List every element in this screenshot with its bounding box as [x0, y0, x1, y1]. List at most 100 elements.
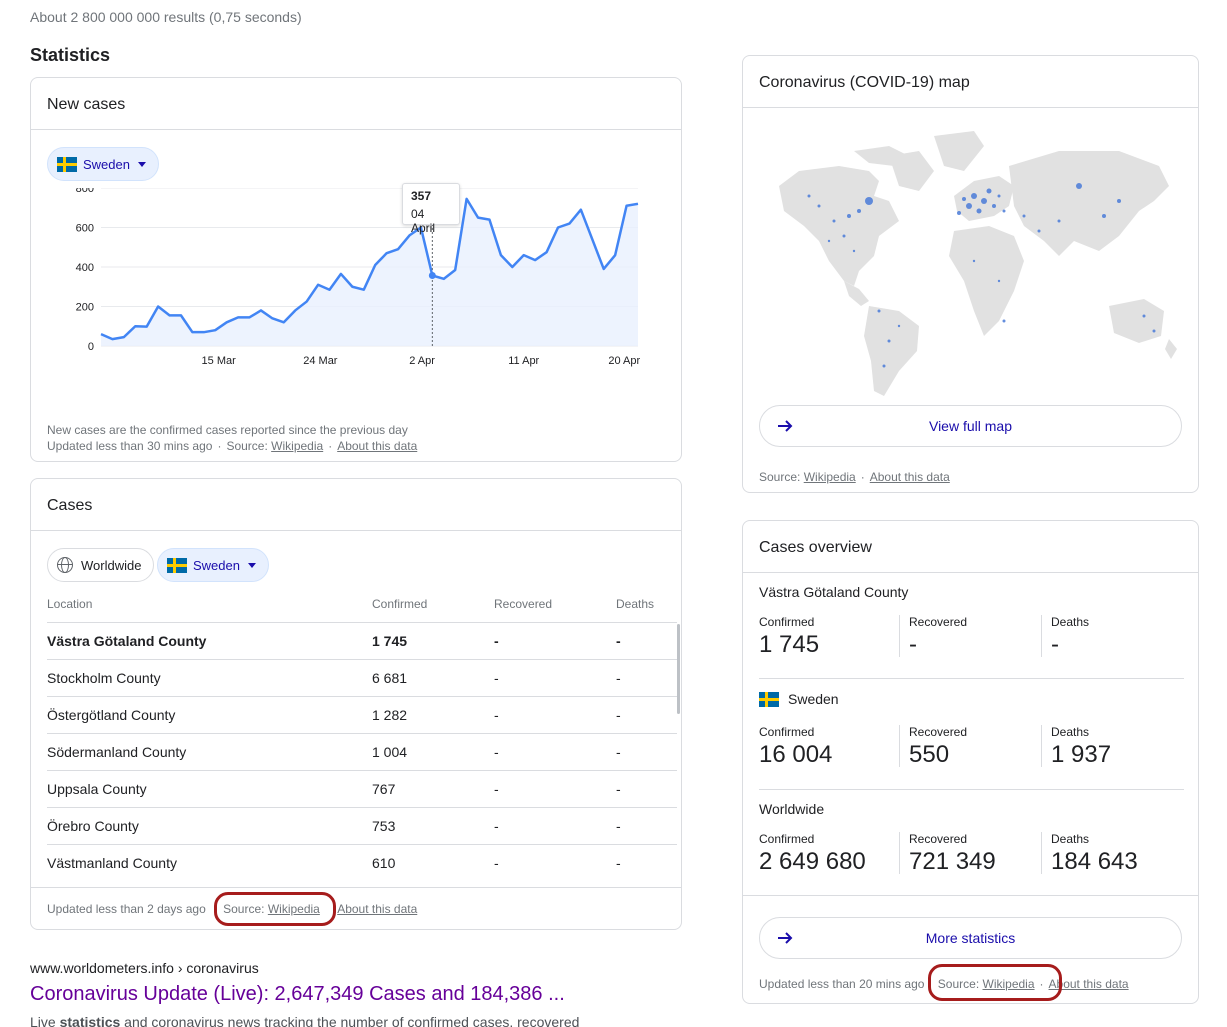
overview-title: Cases overview: [759, 539, 872, 556]
stat-recovered: Recovered -: [909, 615, 967, 659]
region-stats: Confirmed 1 745 Recovered - Deaths -: [759, 615, 1184, 659]
more-statistics-button[interactable]: More statistics: [759, 917, 1182, 959]
column-header[interactable]: Location: [47, 597, 93, 611]
cell-confirmed: 610: [372, 843, 494, 881]
table-scrollbar[interactable]: [677, 624, 680, 714]
cell-deaths: -: [616, 695, 677, 733]
table-row[interactable]: Västmanland County 610 - -: [47, 843, 677, 881]
new-cases-chart[interactable]: 0 200 400 600 800 15 Mar 24 Mar 2 Apr 11 Apr 20 A…: [31, 188, 682, 418]
source-label: Source:: [223, 902, 265, 916]
table-row[interactable]: Östergötland County 1 282 - -: [47, 695, 677, 733]
cell-confirmed: 1 745: [372, 621, 494, 659]
about-data-link[interactable]: About this data: [337, 439, 418, 453]
cases-updated-row: Updated less than 2 days ago Source: Wik…: [47, 902, 417, 916]
updated-text: Updated less than 30 mins ago: [47, 439, 213, 453]
snippet-text: and coronavirus news tracking the number…: [120, 1014, 580, 1027]
result-stats: About 2 800 000 000 results (0,75 second…: [30, 9, 302, 25]
table-row[interactable]: Västra Götaland County 1 745 - -: [47, 621, 677, 659]
table-row[interactable]: Örebro County 753 - -: [47, 806, 677, 844]
new-cases-title: New cases: [47, 96, 126, 113]
sweden-flag-icon: [759, 691, 779, 707]
cell-confirmed: 1 004: [372, 732, 494, 770]
source-wikipedia-link[interactable]: Wikipedia: [267, 902, 320, 916]
divider: [1041, 832, 1042, 874]
world-map[interactable]: [759, 111, 1184, 396]
map-source-row: Source: Wikipedia · About this data: [759, 470, 950, 484]
chip-worldwide[interactable]: Worldwide: [47, 548, 155, 582]
region-stats: Confirmed 2 649 680 Recovered 721 349 Deat…: [759, 832, 1184, 876]
column-header[interactable]: Confirmed: [372, 597, 428, 611]
result-title-link[interactable]: Coronavirus Update (Live): 2,647,349 Cas…: [30, 983, 565, 1005]
cases-title: Cases: [47, 497, 93, 514]
y-tick-label: 200: [76, 302, 94, 314]
about-data-link[interactable]: About this data: [869, 470, 950, 484]
divider: [899, 615, 900, 657]
stat-recovered: Recovered 721 349: [909, 832, 996, 876]
cell-confirmed: 767: [372, 769, 494, 807]
divider: [1041, 615, 1042, 657]
updated-text: Updated less than 2 days ago: [47, 902, 206, 916]
cases-table: Location Confirmed Recovered Deaths Väst…: [47, 597, 677, 881]
x-tick-label: 15 Mar: [202, 355, 237, 367]
arrow-right-icon: [778, 420, 793, 432]
separator: ·: [217, 439, 222, 453]
about-data-link[interactable]: About this data: [1048, 977, 1129, 991]
result-url[interactable]: www.worldometers.info › coronavirus: [30, 960, 259, 976]
stat-label: Deaths: [1051, 832, 1090, 846]
x-tick-label: 2 Apr: [409, 355, 435, 367]
region-name: Västra Götaland County: [759, 584, 909, 600]
country-chip-sweden[interactable]: Sweden: [47, 147, 159, 181]
stat-value: -: [1051, 631, 1059, 658]
cell-recovered: -: [494, 843, 616, 881]
cell-location: Västra Götaland County: [47, 621, 372, 659]
stat-recovered: Recovered 550: [909, 725, 967, 769]
tooltip-date: 04 April: [411, 207, 436, 235]
column-header[interactable]: Deaths: [616, 597, 655, 611]
stat-confirmed: Confirmed 2 649 680: [759, 832, 866, 876]
series-line: [100, 197, 639, 341]
cell-recovered: -: [494, 769, 616, 807]
y-tick-label: 800: [76, 188, 94, 195]
stat-value: 1 745: [759, 631, 820, 658]
cell-deaths: -: [616, 658, 677, 696]
separator: ·: [860, 470, 865, 484]
about-data-link[interactable]: About this data: [337, 902, 418, 916]
new-cases-card: New cases Sweden 0 200 400 600 800 15 Mar 24 M…: [30, 77, 682, 462]
stat-deaths: Deaths -: [1051, 615, 1089, 659]
button-label: View full map: [928, 418, 1012, 434]
table-row[interactable]: Stockholm County 6 681 - -: [47, 658, 677, 696]
cell-deaths: -: [616, 806, 677, 844]
chip-label: Worldwide: [81, 557, 142, 573]
cell-location: Södermanland County: [47, 732, 372, 770]
cell-confirmed: 753: [372, 806, 494, 844]
cell-deaths: -: [616, 843, 677, 881]
source-wikipedia-link[interactable]: Wikipedia: [271, 439, 324, 453]
sweden-flag-icon: [57, 156, 77, 172]
region-name: Sweden: [788, 691, 839, 707]
cell-deaths: -: [616, 769, 677, 807]
stat-label: Recovered: [909, 615, 968, 629]
table-row[interactable]: Uppsala County 767 - -: [47, 769, 677, 807]
stat-value: 550: [909, 741, 950, 768]
divider: [743, 895, 1198, 896]
cell-confirmed: 1 282: [372, 695, 494, 733]
table-row[interactable]: Södermanland County 1 004 - -: [47, 732, 677, 770]
cell-recovered: -: [494, 695, 616, 733]
cases-card: Cases Worldwide Sweden Location Confirme…: [30, 478, 682, 930]
cell-recovered: -: [494, 658, 616, 696]
divider: [1041, 725, 1042, 767]
cell-deaths: -: [616, 732, 677, 770]
stat-value: -: [909, 631, 917, 658]
divider: [743, 572, 1198, 573]
divider: [899, 832, 900, 874]
y-tick-label: 600: [76, 223, 94, 235]
cell-location: Uppsala County: [47, 769, 372, 807]
divider: [743, 107, 1198, 108]
cell-location: Östergötland County: [47, 695, 372, 733]
country-chip-sweden[interactable]: Sweden: [157, 548, 269, 582]
column-header[interactable]: Recovered: [494, 597, 553, 611]
snippet-bold: statistics: [59, 1014, 121, 1027]
source-wikipedia-link[interactable]: Wikipedia: [982, 977, 1035, 991]
view-full-map-button[interactable]: View full map: [759, 405, 1182, 447]
source-wikipedia-link[interactable]: Wikipedia: [803, 470, 856, 484]
